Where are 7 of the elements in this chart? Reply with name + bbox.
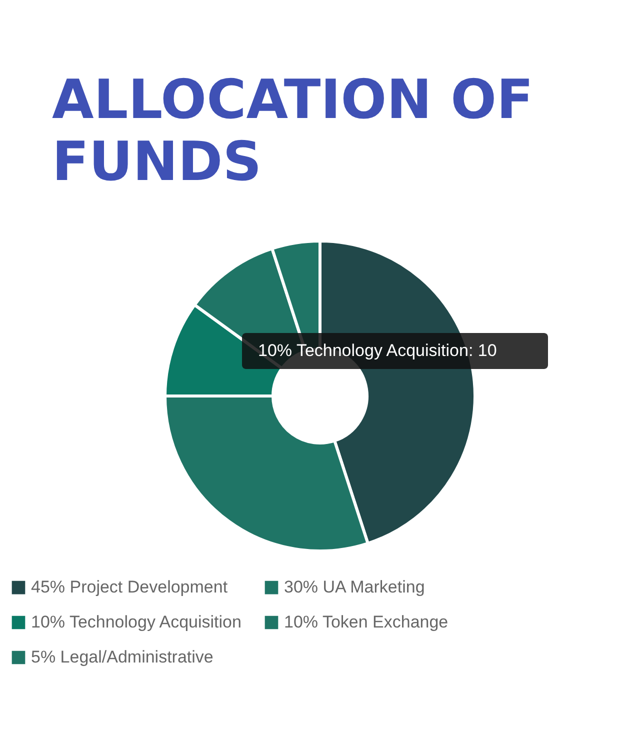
text: 10% Technology Acquisition: 10: [258, 341, 497, 360]
legend-label: 10% Technology Acquisition: [31, 612, 242, 632]
legend-label: 30% UA Marketing: [284, 578, 425, 597]
chart-title: ALLOCATION OF FUNDS: [52, 68, 534, 193]
legend-label: 5% Legal/Administrative: [31, 648, 214, 666]
legend-label: 10% Token Exchange: [284, 612, 448, 632]
legend-label: 45% Project Development: [31, 578, 228, 597]
